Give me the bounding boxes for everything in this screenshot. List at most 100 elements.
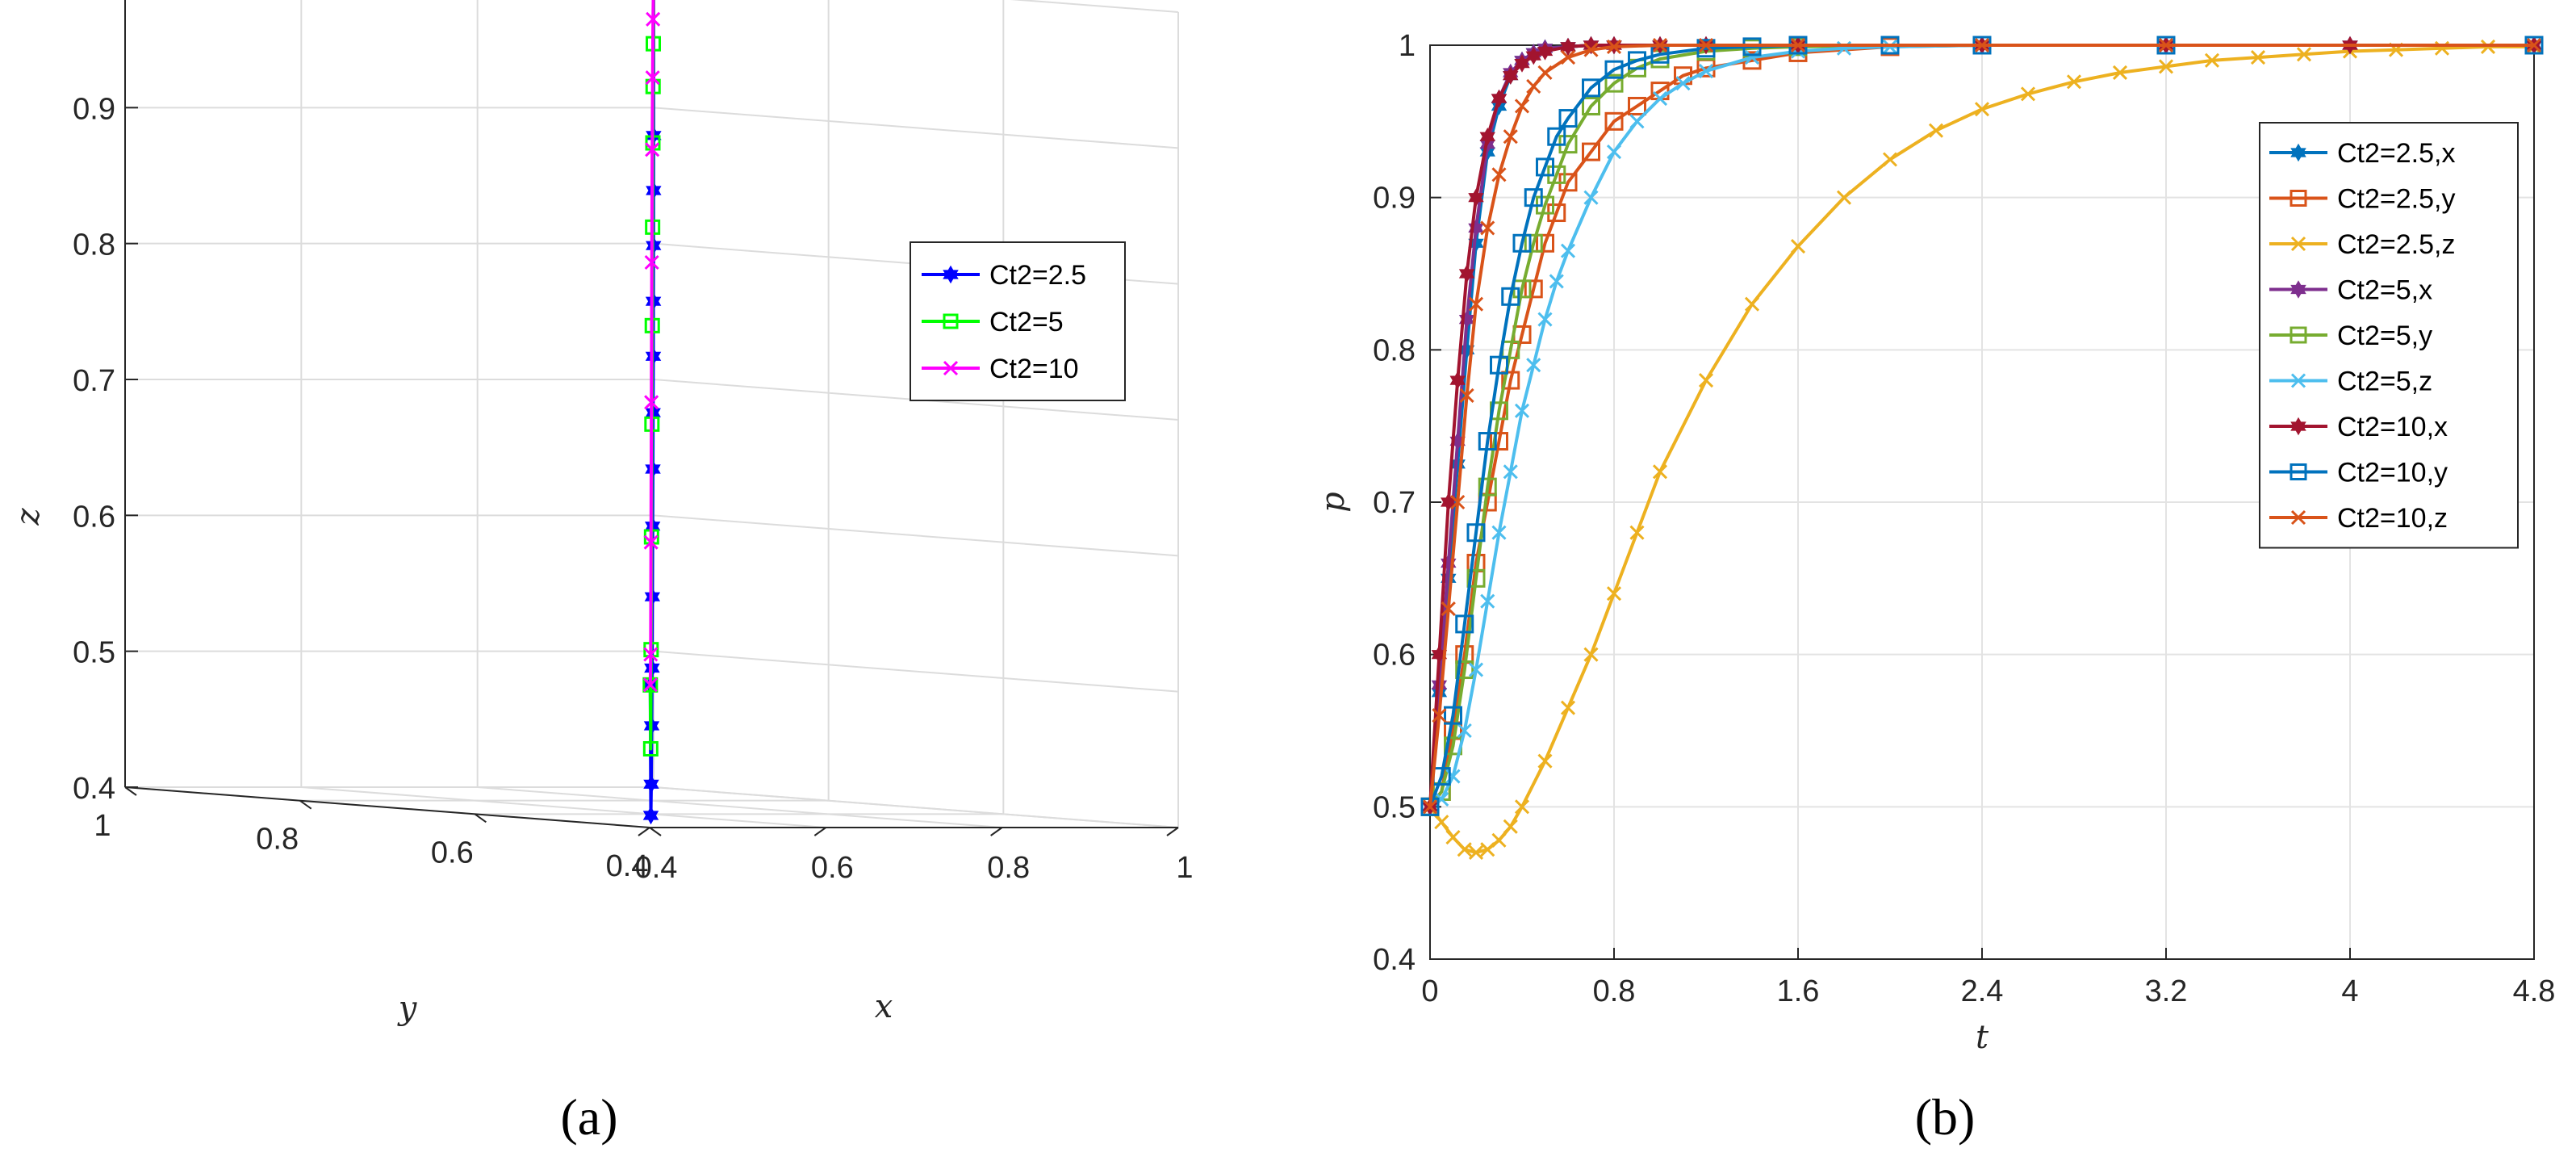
data-point-ct2-10-x (1441, 492, 1457, 512)
data-point-ct2-10-x (1514, 54, 1530, 73)
y-tick-label: 0.4 (1373, 943, 1416, 977)
x-tick-label: 3.2 (2145, 974, 2188, 1008)
x-tick-label: 4.8 (2513, 974, 2556, 1008)
x-axis-label: t (1976, 1019, 1989, 1056)
y-tick-label: 0.8 (256, 823, 299, 857)
grid-floor-x (301, 786, 826, 828)
data-point-ct2-2-5-z (1652, 464, 1668, 480)
data-point-ct2-5-y (1455, 660, 1474, 680)
data-point-ct2-10-x (1431, 645, 1448, 664)
data-point-ct2-2-5-z (1790, 238, 1806, 254)
data-point-ct2-10 (642, 677, 658, 693)
data-point-ct2-2-5-y (1524, 279, 1543, 299)
y-axis-label: p (1315, 492, 1352, 513)
data-point-ct2-2-5 (643, 775, 659, 794)
data-point-ct2-5-z (1629, 114, 1645, 129)
data-point-ct2-2-5-z (2296, 47, 2312, 62)
data-point-ct2-10-y (1536, 157, 1554, 177)
data-point-ct2-10-z (1480, 220, 1495, 236)
legend-entry: Ct2=5,y (2337, 321, 2432, 351)
x-tick-label: 1.6 (1777, 974, 1820, 1008)
y-tick-label: 0.7 (1373, 486, 1416, 520)
legend-marker-ct2-2-5-x (2290, 143, 2306, 162)
data-point-ct2-10-z (1974, 37, 1990, 53)
grid-side-wall-z (1010, 0, 1179, 13)
data-point-ct2-10-y (1628, 51, 1646, 70)
legend-marker-ct2-2-5-y (2290, 190, 2307, 207)
legend-marker-ct2-10-y (2290, 463, 2307, 480)
y-tick-mark (124, 786, 137, 796)
data-point-ct2-2-5-z (1928, 123, 1944, 138)
grid-side-wall-z (653, 650, 1179, 693)
data-point-ct2-10-z (1583, 42, 1599, 57)
y-tick-label: 0.6 (1373, 639, 1416, 673)
data-point-ct2-2-5-z (1514, 799, 1530, 815)
legend-marker-ct2-5-x (2290, 280, 2306, 299)
data-point-ct2-2-5-z (1698, 373, 1714, 388)
data-point-ct2-10-y (1582, 78, 1600, 98)
data-point-ct2-5 (642, 741, 659, 756)
data-point-ct2-10 (646, 11, 661, 27)
z-tick-label: 0.5 (73, 636, 115, 670)
panel-a-label: (a) (560, 1088, 617, 1146)
data-point-ct2-10-z (1441, 601, 1456, 617)
data-point-ct2-5-z (1537, 312, 1553, 327)
y-tick-label: 0.5 (1373, 790, 1416, 824)
x-tick-label: 2.4 (1961, 974, 2004, 1008)
data-point-ct2-10-x (1537, 42, 1554, 61)
data-point-ct2-2-5-y (1490, 432, 1508, 451)
y-tick-mark (474, 813, 487, 823)
data-point-ct2-10-y (1490, 355, 1508, 375)
data-point-ct2-2-5-z (1468, 844, 1484, 860)
y-tick-label: 1 (94, 809, 111, 843)
data-point-ct2-5-y (1466, 568, 1486, 588)
legend-entry: Ct2=5,x (2337, 275, 2432, 306)
data-point-ct2-5-z (1480, 593, 1495, 609)
data-point-ct2-10 (645, 142, 660, 157)
data-point-ct2-10-z (1503, 129, 1518, 145)
data-point-ct2-2-5-z (1836, 190, 1852, 205)
data-point-ct2-2-5-y (1501, 371, 1520, 390)
data-point-ct2-10-x (1468, 188, 1484, 207)
data-point-ct2-2-5-z (1491, 832, 1507, 848)
data-point-ct2-2-5-y (1582, 142, 1600, 161)
data-point-ct2-2-5-z (1744, 296, 1760, 312)
z-tick-label: 0.4 (73, 772, 115, 806)
data-point-ct2-2-5-z (1583, 647, 1599, 662)
data-point-ct2-5-z (1526, 358, 1541, 373)
y-tick-label: 0.9 (1373, 182, 1416, 216)
legend-entry: Ct2=10,y (2337, 458, 2448, 488)
x-tick-label: 0.8 (1593, 974, 1636, 1008)
data-point-ct2-10-y (1444, 706, 1462, 725)
data-point-ct2-2-5-z (1882, 152, 1898, 167)
legend-marker-ct2-2-5-z (2290, 236, 2306, 252)
data-point-ct2-10-z (1537, 65, 1553, 81)
data-point-ct2-10-y (1512, 233, 1532, 253)
data-point-ct2-5-y (1524, 233, 1543, 253)
series-line-ct2-5-z (1428, 44, 2534, 808)
x-tick-label: 0.6 (811, 851, 854, 885)
data-point-ct2-5-y (1478, 477, 1497, 497)
data-point-ct2-5-z (1560, 243, 1576, 258)
x-axis-label: x (875, 988, 893, 1025)
y-axis-label: y (397, 990, 418, 1027)
data-point-ct2-5-z (1514, 403, 1530, 418)
data-point-ct2-2-5 (642, 806, 659, 825)
data-point-ct2-10-z (1491, 167, 1507, 182)
grid-side-wall-z (653, 107, 1179, 149)
data-point-ct2-2-5-z (1503, 819, 1518, 834)
data-point-ct2-10-z (2158, 37, 2174, 53)
x-tick-label: 0 (1421, 974, 1438, 1008)
y-tick-mark (299, 799, 312, 810)
y-tick-mark (649, 827, 662, 836)
z-tick-label: 0.6 (73, 500, 115, 534)
data-point-ct2-10-z (1514, 98, 1530, 114)
data-point-ct2-10-x (1560, 37, 1576, 57)
data-point-ct2-10-z (1790, 37, 1806, 53)
data-point-ct2-10-y (1547, 127, 1566, 146)
legend-marker-ct2-5-z (2290, 373, 2306, 388)
data-point-ct2-2-5-z (1434, 815, 1449, 830)
z-tick-label: 0.9 (73, 92, 115, 126)
x-tick-mark (1166, 827, 1179, 836)
